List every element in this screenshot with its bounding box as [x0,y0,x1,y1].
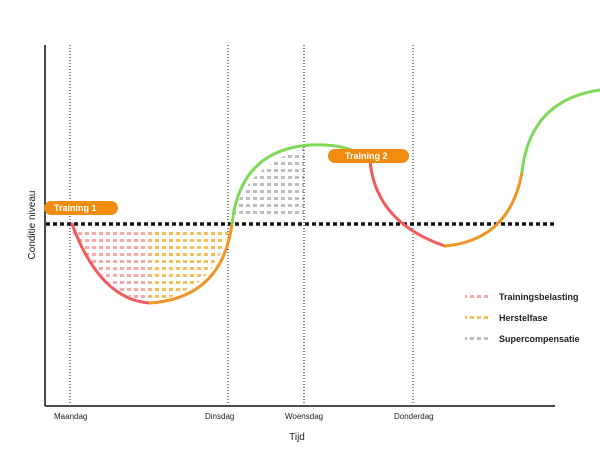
curve-recovery-1 [148,222,234,305]
training-2-label: Training 2 [345,151,388,161]
legend-item-supercompensation: Supercompensatie [465,334,580,344]
legend-label-supercompensation: Supercompensatie [499,334,580,344]
legend-item-recovery: Herstelfase [465,313,548,323]
load-dotted-area [72,232,150,302]
day-label-dinsdag: Dinsdag [205,412,234,421]
legend-label-recovery: Herstelfase [499,313,548,323]
training-1-label: Training 1 [54,203,97,213]
curve-training-load-2 [368,158,447,248]
training-2-badge: Training 2 [328,149,409,163]
legend-label-load: Trainingsbelasting [499,292,579,302]
day-label-maandag: Maandag [54,412,87,421]
legend: Trainingsbelasting Herstelfase Supercomp… [465,292,580,344]
day-label-woensdag: Woensdag [285,412,323,421]
supercompensation-dotted-area [233,148,304,218]
day-label-donderdag: Donderdag [394,412,434,421]
recovery-dotted-area [150,232,228,302]
legend-item-load: Trainingsbelasting [465,292,579,302]
curve-supercompensation-2 [520,88,600,174]
curve-training-load-1 [70,222,152,305]
curve-recovery-2 [443,170,524,248]
x-axis-title: Tijd [289,432,305,443]
y-axis-title: Conditie niveau [27,191,38,260]
training-1-badge: Training 1 [44,201,118,215]
